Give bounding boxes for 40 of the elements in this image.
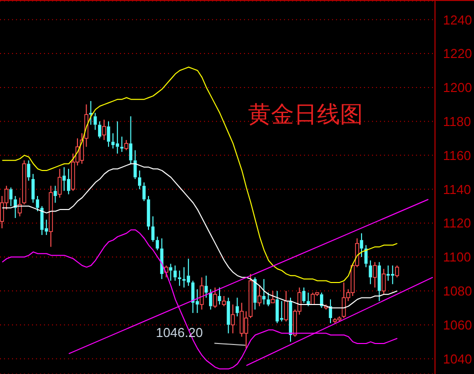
candlestick	[302, 287, 306, 304]
candlestick	[236, 297, 239, 317]
candlestick	[54, 185, 57, 204]
candlestick	[186, 258, 190, 286]
candlestick	[31, 173, 35, 204]
y-tick-label: 1100	[443, 250, 471, 265]
candlestick	[102, 119, 106, 141]
y-tick-label: 1120	[443, 216, 471, 231]
text: 黄金日线图	[248, 101, 363, 130]
candlestick	[98, 120, 102, 139]
y-tick-label: 1140	[443, 182, 471, 197]
y-tick-label: 1180	[443, 114, 471, 129]
candlestick	[120, 136, 124, 152]
candlestick	[62, 166, 66, 192]
candlestick	[14, 195, 17, 219]
candlestick	[386, 264, 390, 282]
y-tick-label: 1200	[443, 80, 472, 96]
candlestick	[230, 304, 235, 334]
candlestick	[368, 260, 372, 285]
y-tick-label: 1240	[443, 12, 472, 28]
candlestick	[262, 278, 266, 305]
candlestick	[151, 216, 155, 242]
candlestick	[378, 262, 381, 302]
candlestick	[146, 195, 150, 230]
candlestick	[111, 132, 115, 150]
candlestick	[106, 120, 110, 148]
y-tick-label: 1040	[443, 351, 472, 366]
y-tick-label: 1160	[443, 148, 471, 163]
candlestick	[174, 264, 177, 282]
y-tick-label: 1060	[443, 317, 472, 332]
candlestick	[116, 120, 120, 154]
y-tick-label: 1220	[443, 46, 472, 62]
candlestick	[66, 168, 70, 195]
candlestick	[226, 297, 230, 334]
y-tick-label: 1080	[443, 284, 472, 299]
candlestick	[94, 112, 97, 130]
line-series	[2, 66, 398, 283]
candlestick	[200, 276, 204, 310]
candlestick	[182, 266, 186, 288]
candlestick	[160, 238, 164, 280]
